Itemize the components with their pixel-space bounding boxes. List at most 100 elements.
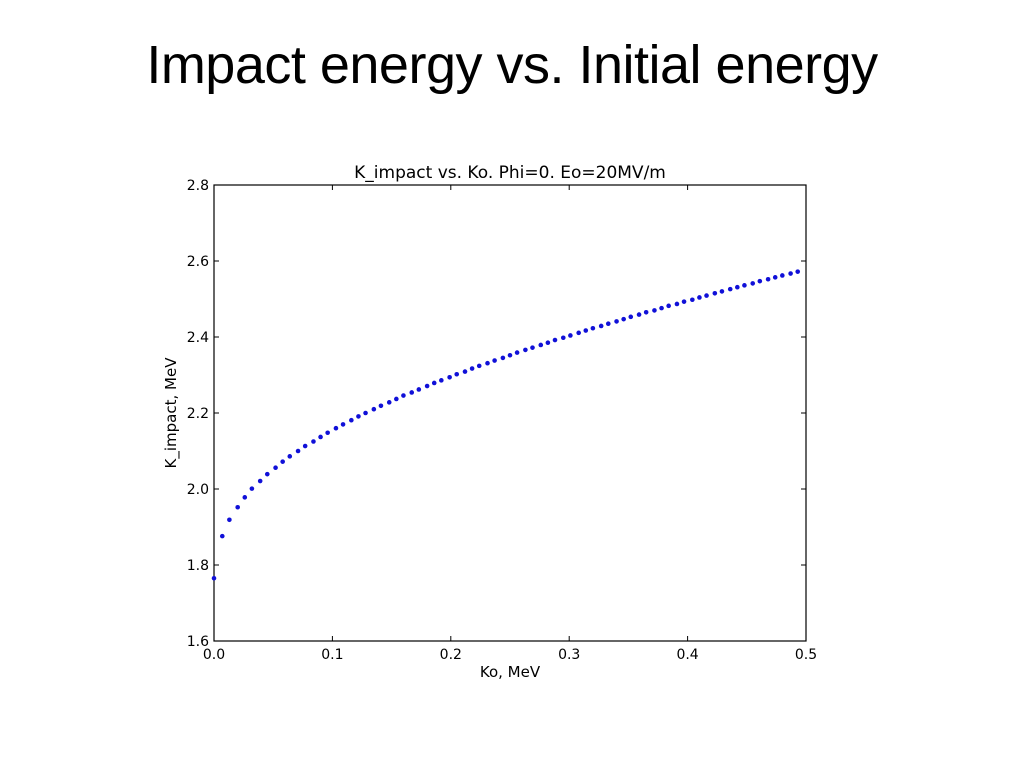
data-point	[349, 417, 354, 423]
data-point	[447, 374, 452, 380]
data-point	[235, 504, 240, 510]
data-point	[523, 347, 528, 353]
data-point	[666, 303, 671, 309]
data-point	[652, 308, 657, 313]
data-point	[560, 335, 566, 341]
data-point	[704, 293, 709, 298]
data-point	[469, 366, 475, 371]
data-point	[280, 459, 285, 464]
y-tick-label: 2.4	[187, 330, 209, 346]
data-point	[401, 393, 406, 398]
data-point	[757, 278, 763, 284]
data-point	[643, 310, 649, 315]
slide-title: Impact energy vs. Initial energy	[146, 35, 878, 95]
data-point	[333, 425, 339, 431]
data-point	[719, 289, 725, 294]
data-point	[500, 355, 506, 361]
data-point	[636, 312, 642, 317]
data-point	[431, 380, 437, 386]
data-point	[302, 443, 308, 449]
y-tick-label: 2.0	[187, 482, 209, 498]
data-point	[287, 454, 293, 459]
data-point	[742, 283, 747, 288]
y-tick-label: 2.6	[187, 254, 209, 270]
data-point	[386, 400, 392, 405]
data-point	[765, 276, 771, 282]
x-tick-label: 0.4	[676, 647, 698, 663]
data-point	[628, 314, 634, 320]
data-point	[727, 286, 733, 292]
data-point	[356, 414, 361, 419]
data-point	[576, 330, 581, 336]
data-point	[605, 321, 611, 327]
y-tick-label: 1.6	[187, 634, 209, 650]
data-point	[545, 340, 551, 346]
data-point	[211, 576, 217, 581]
data-point	[788, 271, 793, 276]
points-layer	[211, 269, 801, 581]
data-point	[621, 316, 626, 322]
data-point	[462, 369, 468, 374]
data-point	[318, 434, 323, 440]
data-point	[674, 301, 680, 307]
data-point	[476, 363, 482, 369]
data-point	[264, 471, 270, 477]
data-point	[552, 337, 558, 343]
x-axis-label: Ko, MeV	[480, 663, 541, 681]
data-point	[363, 410, 368, 416]
data-point	[227, 517, 232, 523]
x-tick-label: 0.0	[203, 647, 225, 663]
data-point	[424, 383, 430, 389]
data-point	[568, 333, 573, 338]
x-tick-label: 0.5	[795, 647, 817, 663]
data-point	[735, 284, 740, 290]
data-point	[780, 273, 785, 278]
data-point	[614, 319, 619, 324]
data-point	[273, 465, 278, 471]
data-point	[242, 495, 248, 500]
ticks-layer: 0.0 0.1 0.2 0.3 0.4 0.5 1.6 1.8 2.0 2.2 2.4 2.6 2.8	[187, 178, 817, 663]
data-point	[697, 295, 702, 300]
data-point	[485, 360, 490, 366]
data-point	[795, 269, 801, 274]
y-tick-label: 2.8	[187, 178, 209, 194]
data-point	[681, 299, 687, 304]
data-point	[772, 275, 778, 280]
data-point	[371, 406, 377, 412]
y-tick-label: 2.2	[187, 406, 209, 422]
data-point	[712, 291, 718, 296]
data-point	[257, 478, 263, 484]
data-point	[311, 439, 316, 444]
data-point	[325, 430, 330, 436]
data-point	[416, 387, 422, 392]
data-point	[690, 297, 695, 303]
data-point	[583, 328, 589, 333]
data-point	[439, 378, 444, 383]
data-point	[538, 342, 544, 348]
x-tick-label: 0.3	[558, 647, 580, 663]
data-point	[750, 281, 756, 286]
data-point	[295, 448, 301, 454]
data-point	[598, 323, 604, 329]
data-point	[492, 358, 497, 363]
data-point	[340, 422, 346, 427]
data-point	[249, 486, 255, 491]
data-point	[378, 403, 384, 409]
chart-title: K_impact vs. Ko. Phi=0. Eo=20MV/m	[354, 163, 666, 183]
data-point	[514, 350, 520, 355]
data-point	[394, 396, 399, 402]
data-point	[530, 345, 535, 350]
data-point	[454, 371, 460, 377]
data-point	[659, 305, 664, 311]
data-point	[507, 352, 513, 358]
y-tick-label: 1.8	[187, 558, 209, 574]
x-tick-label: 0.2	[440, 647, 462, 663]
data-point	[409, 390, 415, 395]
data-point	[590, 325, 596, 331]
x-tick-label: 0.1	[321, 647, 343, 663]
plot-area-frame	[213, 184, 807, 642]
data-point	[219, 533, 225, 539]
y-axis-label: K_impact, MeV	[162, 357, 181, 469]
